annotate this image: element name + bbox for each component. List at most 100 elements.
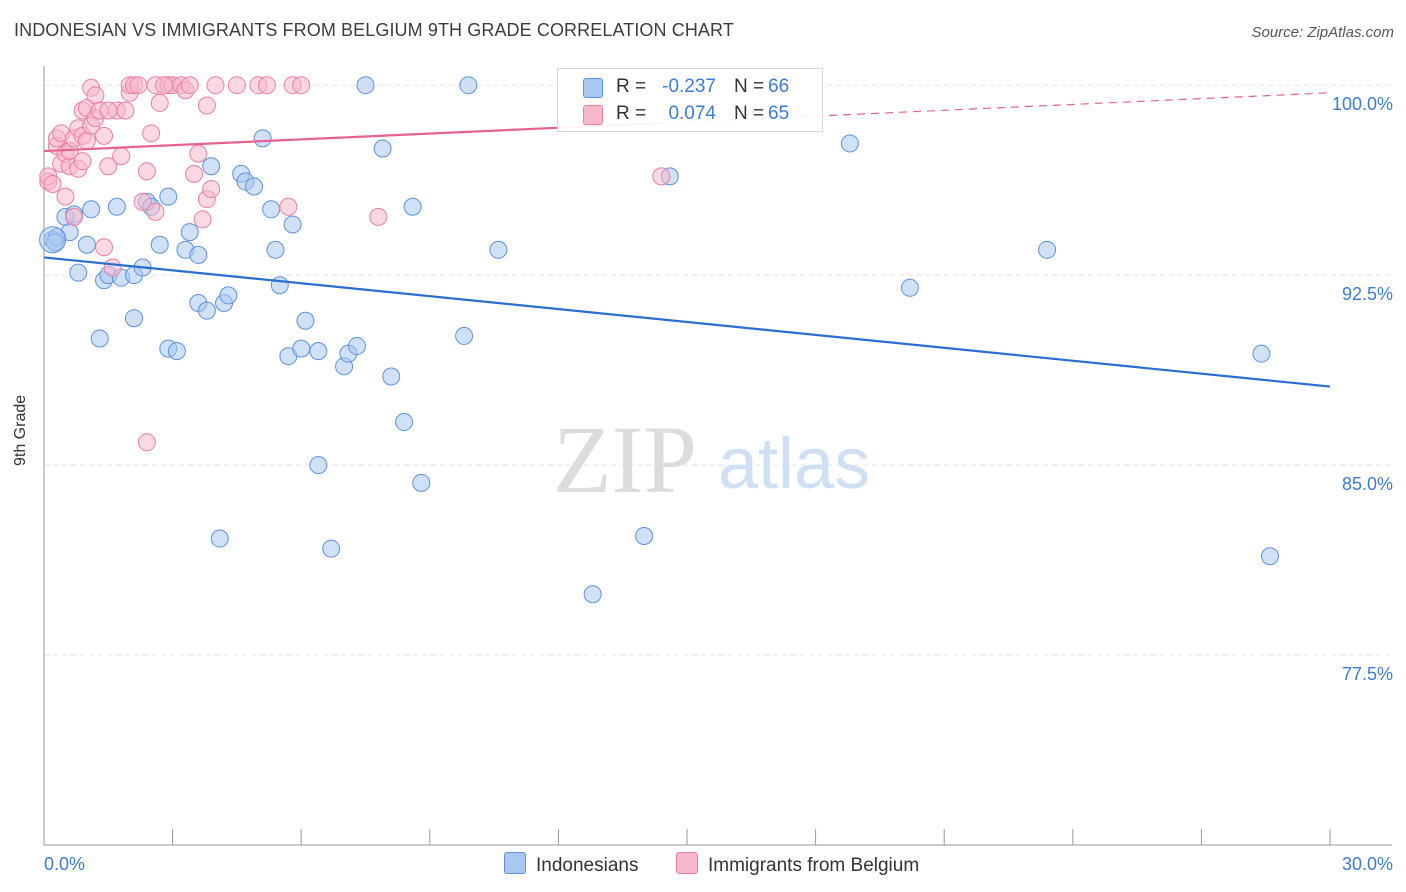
indonesian-point [210,529,229,548]
indonesian-point [159,187,178,206]
legend-row-belgium: R = 0.074 N = 65 [558,100,822,128]
belgium-point [292,76,311,95]
source-label: Source: ZipAtlas.com [1251,24,1394,41]
belgium-point [99,157,118,176]
indonesian-point [253,129,272,148]
belgium-point [95,238,114,257]
indonesian-point [322,539,341,558]
belgium-point [77,131,96,150]
y-axis-label: 9th Grade [12,394,29,466]
belgium-point [180,76,199,95]
indonesian-point [296,311,315,330]
indonesian-point [635,527,654,546]
indonesian-point [90,329,109,348]
belgium-point [65,207,84,226]
belgium-point [150,93,169,112]
indonesian-point [189,245,208,264]
belgium-point [137,162,156,181]
indonesian-point [180,223,199,242]
indonesian-point [107,197,126,216]
belgium-point [137,433,156,452]
tick-labels: 77.5% 85.0% 92.5% 100.0% 0.0% 30.0% [44,94,1393,874]
indonesian-point [270,276,289,295]
y-tick-label: 100.0% [1332,94,1393,114]
belgium-point [43,174,62,193]
indonesian-point [1252,344,1271,363]
watermark-zip: ZIP [553,406,697,513]
indonesian-point [69,263,88,282]
indonesian-point [262,200,281,219]
r-value: -0.237 [662,76,716,97]
indonesian-point [77,235,96,254]
indonesian-point [489,240,508,259]
n-value: 65 [768,103,790,124]
indonesian-point [167,342,186,361]
belgium-point [652,167,671,186]
indonesian-point [219,286,238,305]
indonesian-point [455,326,474,345]
belgium-point [155,76,174,95]
indonesian-point [125,309,144,328]
legend-item-indonesians[interactable]: Indonesians [504,852,638,877]
stats-legend: R = -0.237 N = 66 R = 0.074 N = 65 [557,68,823,132]
indonesian-trend-line [43,256,1331,388]
legend-swatch-belgium [583,105,603,125]
indonesian-point [283,215,302,234]
r-label: R = [616,103,647,124]
belgium-point [257,76,276,95]
indonesian-point [202,157,221,176]
x-tick-label: 0.0% [44,854,85,874]
trend-lines [43,92,1331,388]
legend-swatch-icon [504,852,526,874]
belgium-point [103,258,122,277]
indonesian-point [395,413,414,432]
indonesian-point [1038,240,1057,259]
legend-item-belgium[interactable]: Immigrants from Belgium [676,852,919,877]
indonesian-point [900,278,919,297]
indonesian-point [459,76,478,95]
belgium-point [112,147,131,166]
indonesian-point [840,134,859,153]
legend-swatch-icon [676,852,698,874]
belgium-point [227,76,246,95]
indonesian-point [245,177,264,196]
data-points [39,76,1279,604]
indonesian-point [356,76,375,95]
indonesian-point [583,585,602,604]
belgium-point [99,101,118,120]
belgium-point [197,96,216,115]
chart-title: INDONESIAN VS IMMIGRANTS FROM BELGIUM 9T… [14,20,734,40]
belgium-point [129,76,148,95]
legend-row-indonesians: R = -0.237 N = 66 [558,73,822,101]
belgium-point [56,187,75,206]
indonesian-point [292,339,311,358]
r-value: 0.074 [668,103,716,124]
indonesian-point [266,240,285,259]
belgium-point [193,210,212,229]
belgium-point [185,164,204,183]
belgium-point [133,192,152,211]
belgium-point [86,86,105,105]
indonesian-point [412,473,431,492]
indonesian-point [382,367,401,386]
axes [43,66,1392,846]
n-label: N = [734,76,765,97]
belgium-point [146,202,165,221]
indonesian-point [403,197,422,216]
belgium-point [206,76,225,95]
belgium-point [116,101,135,120]
legend-label: Immigrants from Belgium [708,855,920,876]
x-tick-label: 30.0% [1342,854,1393,874]
indonesian-point [150,235,169,254]
legend-label: Indonesians [536,855,639,876]
r-label: R = [616,76,647,97]
indonesian-point [347,337,366,356]
y-tick-label: 92.5% [1342,284,1393,304]
belgium-point [279,197,298,216]
belgium-point [142,124,161,143]
n-label: N = [734,103,765,124]
legend-swatch-indonesians [583,78,603,98]
n-value: 66 [768,76,790,97]
indonesian-point [373,139,392,158]
